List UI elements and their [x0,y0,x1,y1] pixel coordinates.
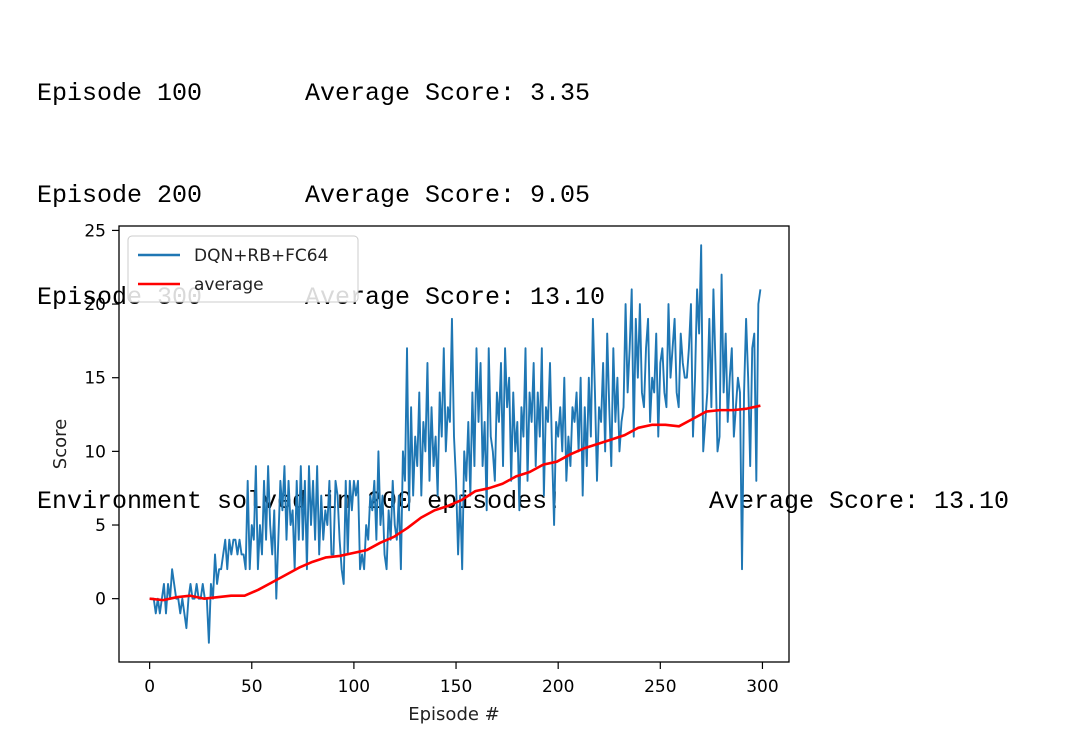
log-line: Episode 200 Average Score: 9.05 [37,179,1009,213]
plot-frame [118,225,790,663]
legend-label: average [194,275,264,295]
solved-score: Average Score: 13.10 [709,487,1010,516]
log-score: Average Score: 3.35 [305,79,591,108]
legend-box [127,235,359,303]
y-tick-label: 0 [95,590,106,610]
y-tick-label: 15 [84,369,106,389]
x-tick-label: 150 [440,677,472,697]
series-line-dqn [149,244,762,644]
x-tick-label: 0 [144,677,155,697]
log-score: Average Score: 9.05 [305,181,591,210]
x-axis-label: Episode # [408,704,500,725]
log-episode: Episode 100 [37,79,203,108]
x-tick-label: 100 [338,677,370,697]
log-episode: Episode 200 [37,181,203,210]
legend-label: DQN+RB+FC64 [194,246,328,266]
y-tick-label: 20 [84,295,106,315]
x-tick-label: 250 [644,677,676,697]
y-axis-label: Score [50,419,71,469]
x-tick-label: 300 [746,677,778,697]
series-line-average [149,404,761,602]
x-tick-label: 200 [542,677,574,697]
y-tick-label: 10 [84,442,106,462]
x-tick-label: 50 [241,677,263,697]
y-tick-label: 5 [95,516,106,536]
y-tick-label: 25 [84,221,106,241]
log-line: Episode 100 Average Score: 3.35 [37,77,1009,111]
